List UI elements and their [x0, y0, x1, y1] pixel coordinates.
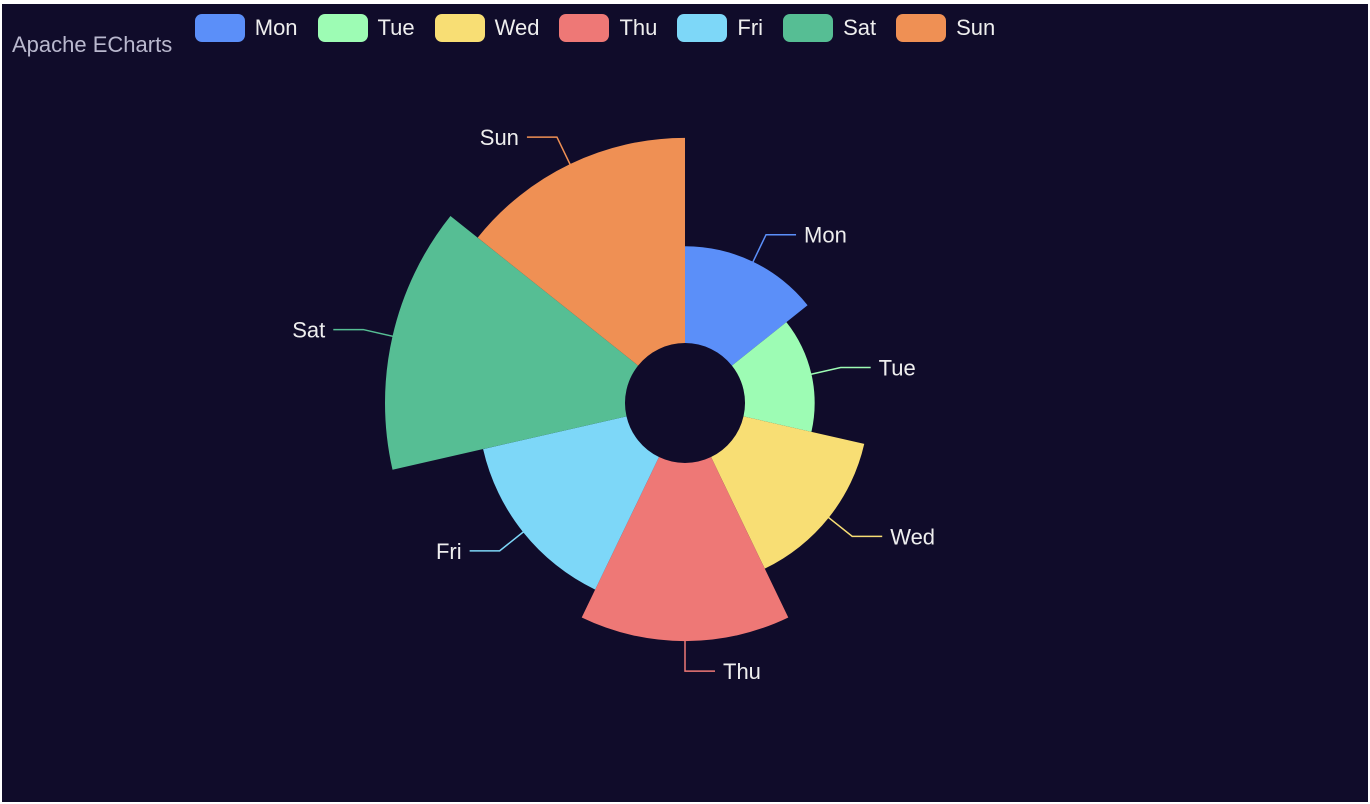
leader-line-tue [805, 366, 871, 377]
legend-item-mon[interactable]: Mon [194, 14, 298, 42]
slice-sat[interactable] [385, 215, 639, 470]
slice-label-sat: Sat [292, 318, 325, 343]
legend-item-sun[interactable]: Sun [896, 14, 995, 42]
slice-mon[interactable] [685, 246, 808, 366]
slice-fri[interactable] [483, 416, 659, 590]
leader-line-sun [526, 136, 574, 170]
slice-label-sun: Sun [480, 125, 519, 150]
legend-item-sat[interactable]: Sat [783, 14, 876, 42]
legend-swatch [194, 14, 245, 42]
rose-chart: Mon Tue Wed Thu Fri Sat Sun [292, 125, 935, 684]
slice-sun[interactable] [477, 137, 685, 366]
legend-item-wed[interactable]: Wed [434, 14, 540, 42]
slice-label-fri: Fri [436, 539, 462, 564]
legend-swatch [783, 14, 834, 42]
slice-thu[interactable] [581, 457, 789, 642]
slice-wed[interactable] [711, 416, 865, 569]
legend: Mon Tue Wed Thu Fri Sat Sun [2, 14, 1368, 42]
slice-label-mon: Mon [804, 223, 847, 248]
legend-label: Sun [956, 15, 996, 40]
chart-container: Apache ECharts Mon Tue Wed Thu Fri Sat Sun Mon… [2, 4, 1368, 802]
leader-line-sat [333, 328, 399, 339]
slice-label-wed: Wed [890, 524, 935, 549]
slice-label-thu: Thu [723, 659, 761, 684]
leader-line-fri [469, 527, 529, 552]
leader-line-wed [823, 513, 883, 538]
legend-item-tue[interactable]: Tue [317, 14, 415, 42]
legend-label: Thu [619, 15, 658, 40]
slice-label-tue: Tue [879, 355, 916, 380]
legend-label: Tue [377, 15, 415, 40]
legend-swatch [896, 14, 947, 42]
legend-label: Fri [737, 15, 764, 40]
legend-label: Mon [254, 15, 298, 40]
chart-title: Apache ECharts [12, 32, 173, 57]
legend-swatch [317, 14, 368, 42]
legend-item-thu[interactable]: Thu [559, 14, 657, 42]
leader-line-mon [749, 233, 797, 268]
legend-item-fri[interactable]: Fri [677, 14, 763, 42]
legend-label: Wed [494, 15, 540, 40]
legend-swatch [677, 14, 728, 42]
legend-label: Sat [843, 15, 877, 40]
slice-tue[interactable] [731, 322, 815, 432]
legend-swatch [434, 14, 485, 42]
leader-line-thu [684, 635, 715, 672]
legend-swatch [559, 14, 610, 42]
